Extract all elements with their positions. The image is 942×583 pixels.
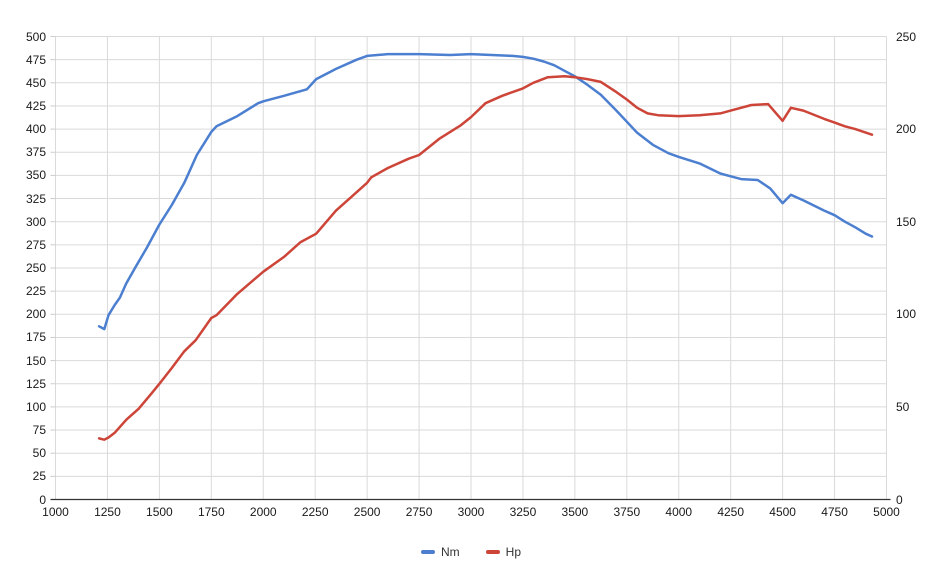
y-left-tick-label: 450 bbox=[25, 75, 46, 90]
x-tick-label: 3000 bbox=[457, 505, 485, 519]
nm-legend-label: Nm bbox=[440, 545, 460, 559]
x-tick-label: 3500 bbox=[561, 505, 589, 519]
y-left-tick-label: 0 bbox=[39, 492, 46, 507]
y-left-tick-label: 475 bbox=[25, 52, 46, 67]
y-left-tick-label: 375 bbox=[25, 145, 46, 160]
x-tick-label: 2000 bbox=[249, 505, 277, 519]
y-left-tick-label: 50 bbox=[32, 446, 46, 461]
y-left-tick-label: 500 bbox=[25, 29, 46, 44]
y-left-tick-label: 300 bbox=[25, 214, 46, 229]
y-left-tick-label: 150 bbox=[25, 353, 46, 368]
y-left-tick-label: 275 bbox=[25, 237, 46, 252]
y-left-tick-label: 125 bbox=[25, 376, 46, 391]
x-tick-label: 1000 bbox=[42, 505, 69, 519]
y-left-tick-label: 25 bbox=[32, 469, 46, 484]
x-tick-label: 2750 bbox=[405, 505, 433, 519]
hp-series-line bbox=[97, 75, 874, 441]
hp-legend-swatch-icon bbox=[485, 550, 500, 554]
y-right-tick-label: 150 bbox=[896, 214, 917, 229]
x-tick-label: 3250 bbox=[509, 505, 537, 519]
y-left-tick-label: 325 bbox=[25, 191, 46, 206]
nm-series-line bbox=[97, 52, 874, 331]
y-left-tick-label: 250 bbox=[25, 261, 46, 275]
x-tick-label: 5000 bbox=[873, 505, 900, 519]
nm-legend-swatch-icon bbox=[420, 550, 435, 554]
x-tick-label: 2250 bbox=[301, 505, 329, 519]
x-tick-label: 1500 bbox=[146, 505, 173, 519]
y-right-tick-label: 100 bbox=[896, 307, 917, 322]
y-right-tick-label: 250 bbox=[896, 29, 917, 44]
legend-item-nm: Nm bbox=[420, 545, 460, 559]
y-left-tick-label: 75 bbox=[32, 423, 46, 438]
legend-item-hp: Hp bbox=[485, 545, 521, 559]
x-tick-label: 2500 bbox=[353, 505, 381, 519]
gridlines bbox=[50, 36, 887, 500]
y-left-tick-label: 100 bbox=[25, 399, 46, 414]
hp-legend-label: Hp bbox=[505, 545, 521, 559]
y-right-tick-label: 50 bbox=[896, 399, 910, 414]
x-tick-label: 1250 bbox=[94, 505, 121, 519]
x-tick-label: 1750 bbox=[197, 505, 225, 519]
legend: Nm Hp bbox=[0, 545, 942, 559]
x-tick-label: 4000 bbox=[665, 505, 693, 519]
y-left-tick-label: 175 bbox=[25, 330, 46, 345]
x-tick-label: 4500 bbox=[769, 505, 796, 519]
y-left-tick-label: 425 bbox=[25, 98, 46, 113]
y-left-tick-label: 350 bbox=[25, 168, 46, 183]
y-left-tick-label: 200 bbox=[25, 307, 46, 322]
y-right-tick-label: 0 bbox=[896, 492, 903, 507]
y-left-tick-label: 400 bbox=[25, 122, 46, 137]
y-right-tick-label: 200 bbox=[896, 122, 917, 137]
x-tick-label: 4250 bbox=[717, 505, 745, 519]
x-tick-label: 3750 bbox=[613, 505, 641, 519]
y-left-tick-label: 225 bbox=[25, 284, 46, 299]
x-tick-label: 4750 bbox=[821, 505, 848, 519]
